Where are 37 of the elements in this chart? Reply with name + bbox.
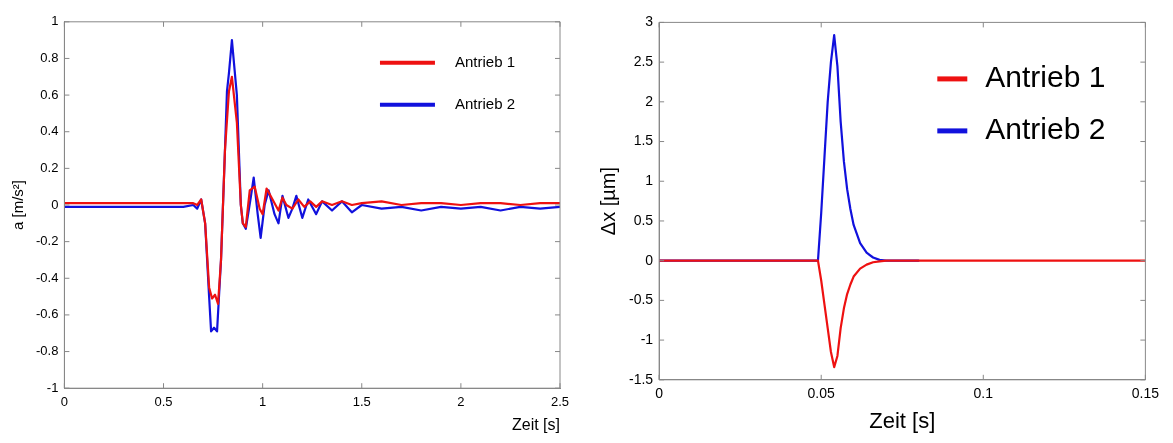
y-tick-label: 0.5 xyxy=(633,211,654,228)
y-tick-label: -0.8 xyxy=(35,343,59,359)
x-tick-label: 0.05 xyxy=(807,385,836,402)
y-tick-label: -0.4 xyxy=(35,269,59,285)
y-tick-label: 3 xyxy=(645,13,654,30)
x-tick-label: 0.5 xyxy=(154,393,173,409)
y-tick-label: 1 xyxy=(51,13,59,29)
x-axis-title: Zeit [s] xyxy=(511,415,560,433)
y-tick-label: -1 xyxy=(640,330,654,347)
x-tick-label: 0.15 xyxy=(1131,385,1160,402)
legend-label: Antrieb 1 xyxy=(985,59,1106,93)
legend-label: Antrieb 2 xyxy=(454,94,516,112)
y-tick-label: 1.5 xyxy=(633,132,654,149)
x-axis-title: Zeit [s] xyxy=(869,407,936,433)
y-tick-label: -1.5 xyxy=(629,370,654,387)
legend-label: Antrieb 2 xyxy=(985,111,1106,145)
y-tick-label: 2 xyxy=(645,92,654,109)
y-axis-title: Δx [µm] xyxy=(596,166,619,236)
y-tick-label: 2.5 xyxy=(633,52,654,69)
y-tick-label: -1 xyxy=(46,379,59,395)
y-tick-label: 0 xyxy=(51,196,59,212)
y-tick-label: -0.2 xyxy=(35,233,59,249)
x-tick-label: 1 xyxy=(259,393,267,409)
y-tick-label: -0.5 xyxy=(629,291,654,308)
y-axis-title: a [m/s²] xyxy=(9,179,27,231)
x-tick-label: 2 xyxy=(457,393,465,409)
y-tick-label: 0.4 xyxy=(40,123,59,139)
y-tick-label: 0.6 xyxy=(40,86,59,102)
x-tick-label: 0.1 xyxy=(973,385,994,402)
y-tick-label: -0.6 xyxy=(35,306,59,322)
y-tick-label: 0.8 xyxy=(40,50,59,66)
y-tick-label: 0 xyxy=(645,251,654,268)
x-tick-label: 2.5 xyxy=(550,393,570,409)
y-tick-label: 1 xyxy=(645,172,654,189)
y-tick-label: 0.2 xyxy=(40,159,59,175)
legend-label: Antrieb 1 xyxy=(454,52,516,70)
x-tick-label: 1.5 xyxy=(352,393,371,409)
